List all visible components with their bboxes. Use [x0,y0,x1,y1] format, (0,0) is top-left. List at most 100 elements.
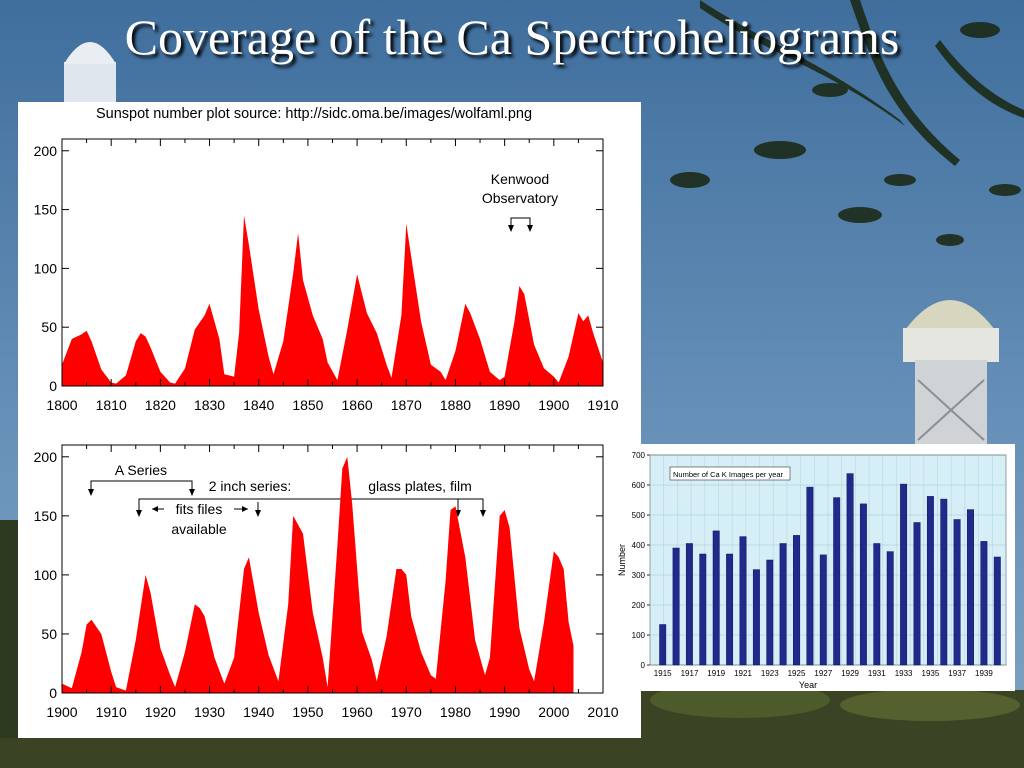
bar-1940 [993,556,1001,666]
bar-1915 [659,624,667,666]
bar-1939 [980,541,988,666]
x-tick-label: 1850 [292,397,323,413]
kenwood-label: Kenwood [491,171,549,187]
x-tick-label: 1927 [814,669,832,678]
tree-branches-decoration [670,0,1024,246]
fits-arrowhead-left [152,506,158,512]
ca-k-bar-chart-panel: 0 100 200 300 400 500 600 700 1915 1917 1919 1921 19… [614,444,1015,691]
x-tick-label: 1931 [868,669,886,678]
bar-1934 [913,522,921,666]
y-tick-label: 200 [34,449,58,465]
kenwood-arrow-left [508,225,514,232]
x-tick-label: 1860 [342,397,373,413]
x-tick-label: 1937 [948,669,966,678]
a-series-arrow-left [88,489,94,496]
x-tick-label: 1870 [391,397,422,413]
bar-1919 [712,530,720,666]
x-tick-label: 1930 [194,704,225,720]
bar-1928 [833,497,841,666]
x-tick-label: 1950 [292,704,323,720]
x-tick-label: 1940 [243,704,274,720]
two-inch-arrow-left [136,510,142,517]
x-tick-label: 1970 [391,704,422,720]
y-tick-label: 150 [34,508,58,524]
y-tick-label: 600 [632,481,646,490]
observatory-tower-right [903,300,999,444]
x-tick-label: 1990 [489,704,520,720]
x-tick-label: 1923 [761,669,779,678]
fits-available-label: available [171,521,226,537]
x-tick-label: 1915 [654,669,672,678]
bar-1917 [685,543,693,666]
x-tick-label: 1939 [975,669,993,678]
bar-chart-title: Number of Ca K Images per year [673,470,784,479]
y-axis-label: Number [617,544,627,576]
y-tick-label: 200 [632,601,646,610]
fits-arrowhead-right [242,506,248,512]
bar-1930 [859,503,867,666]
x-tick-label: 1880 [440,397,471,413]
a-series-arrow-right [189,489,195,496]
a-series-label: A Series [115,462,167,478]
bar-1918 [699,553,707,666]
y-tick-label: 0 [49,685,57,701]
bar-1938 [967,509,974,666]
source-note: Sunspot number plot source: http://sidc.… [96,106,532,122]
bar-1925 [793,535,800,666]
x-tick-label: 1820 [145,397,176,413]
x-tick-label: 2000 [538,704,569,720]
x-tick-label: 1919 [707,669,725,678]
forest-treeline [0,520,1024,768]
x-tick-label: 1900 [46,704,77,720]
two-inch-series-label: 2 inch series: [209,478,291,494]
sunspot-area-series [62,215,603,386]
bar-1920 [726,553,734,666]
y-tick-label: 400 [632,541,646,550]
two-inch-series-bracket [138,498,484,516]
x-tick-label: 1920 [145,704,176,720]
bar-1933 [900,483,908,666]
y-tick-label: 700 [632,451,646,460]
slide-title: Coverage of the Ca Spectroheliograms [124,9,900,65]
x-tick-label: 1980 [440,704,471,720]
sunspot-chart-1900-2010: A Series 2 inch series: glass plates, fi… [34,444,619,720]
x-tick-label: 1810 [96,397,127,413]
x-tick-label: 1925 [788,669,806,678]
bar-title-box [669,466,791,481]
x-tick-label: 1933 [895,669,913,678]
y-tick-label: 100 [632,631,646,640]
bar-1924 [779,543,787,666]
bar-1927 [819,554,827,666]
x-tick-label: 1910 [587,397,618,413]
y-tick-label: 50 [41,319,57,335]
x-tick-label: 1935 [922,669,940,678]
bar-1937 [953,519,961,666]
x-tick-label: 1910 [96,704,127,720]
bar-1931 [873,543,881,666]
fits-files-label: fits files [176,501,223,517]
film-arrow [480,510,486,517]
bar-1926 [806,486,814,666]
x-tick-label: 1840 [243,397,274,413]
y-tick-label: 100 [34,260,58,276]
sunspot-plots-panel: Sunspot number plot source: http://sidc.… [18,102,641,738]
x-tick-label: 1890 [489,397,520,413]
observatory-label: Observatory [482,190,558,206]
ca-k-bar-chart-svg: 0 100 200 300 400 500 600 700 1915 1917 1919 1921 19… [617,451,1007,690]
x-tick-label: 1921 [734,669,752,678]
kenwood-bracket [510,217,531,231]
bar-1935 [926,496,934,666]
sunspot-area-series [62,456,574,693]
y-tick-label: 500 [632,511,646,520]
y-tick-label: 0 [49,378,57,394]
glass-plates-film-label: glass plates, film [368,478,471,494]
x-tick-label: 1929 [841,669,859,678]
bar-1923 [766,559,774,666]
y-tick-label: 150 [34,202,58,218]
x-tick-label: 1800 [46,397,77,413]
bar-1921 [739,536,747,666]
x-tick-label: 1900 [538,397,569,413]
kenwood-annotation: Kenwood Observatory [482,171,558,232]
x-tick-label: 1917 [681,669,699,678]
bar-1932 [886,551,894,666]
